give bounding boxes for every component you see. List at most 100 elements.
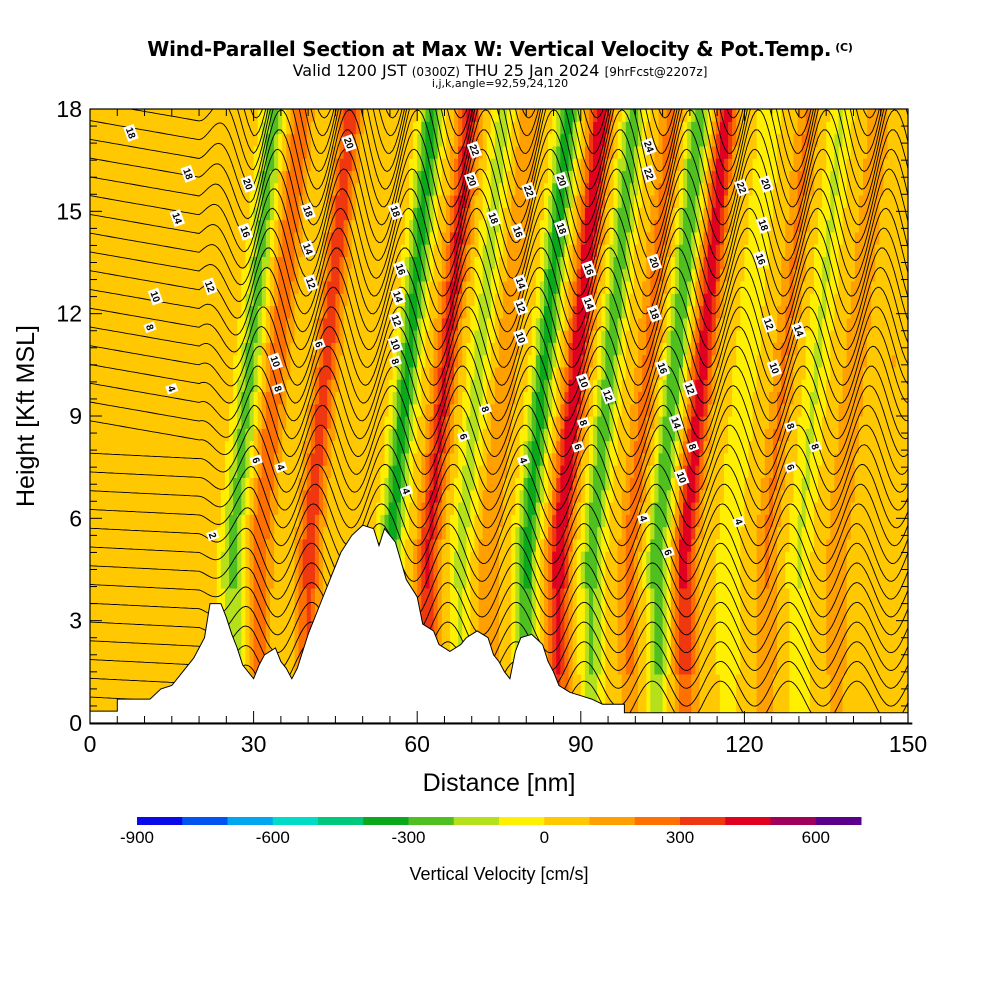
velocity-cell	[257, 624, 263, 638]
velocity-cell	[314, 477, 320, 491]
velocity-cell	[269, 416, 275, 429]
velocity-cell	[908, 686, 913, 699]
velocity-cell	[588, 489, 594, 503]
velocity-cell	[241, 440, 247, 454]
velocity-cell	[400, 501, 406, 515]
velocity-cell	[678, 698, 684, 712]
velocity-cell	[629, 686, 635, 700]
velocity-cell	[617, 526, 623, 540]
velocity-cell	[625, 624, 631, 638]
velocity-cell	[212, 428, 218, 442]
velocity-cell	[490, 600, 496, 614]
velocity-cell	[781, 551, 786, 564]
velocity-cell	[126, 526, 132, 540]
velocity-cell	[98, 526, 103, 540]
velocity-cell	[106, 600, 112, 614]
velocity-cell	[891, 600, 897, 614]
velocity-cell	[384, 477, 390, 491]
velocity-cell	[646, 686, 651, 700]
velocity-cell	[507, 649, 512, 663]
velocity-cell	[785, 563, 790, 577]
velocity-cell	[678, 686, 684, 700]
velocity-cell	[777, 661, 782, 675]
velocity-cell	[388, 489, 394, 503]
velocity-cell	[118, 600, 124, 614]
velocity-cell	[895, 489, 901, 503]
velocity-cell	[842, 428, 848, 442]
velocity-cell	[654, 587, 660, 601]
velocity-cell	[695, 416, 701, 429]
velocity-cell	[834, 514, 840, 528]
velocity-cell	[286, 551, 292, 564]
velocity-cell	[572, 465, 578, 478]
velocity-cell	[908, 563, 913, 576]
velocity-cell	[167, 501, 173, 515]
velocity-cell	[899, 587, 905, 601]
velocity-cell	[90, 587, 95, 601]
velocity-cell	[662, 661, 668, 675]
velocity-cell	[126, 600, 132, 614]
velocity-cell	[842, 673, 848, 687]
velocity-cell	[220, 477, 226, 491]
velocity-cell	[425, 600, 431, 614]
velocity-cell	[752, 416, 758, 429]
velocity-cell	[114, 575, 120, 589]
velocity-cell	[167, 416, 173, 429]
velocity-cell	[719, 698, 725, 712]
velocity-cell	[470, 563, 476, 577]
velocity-cell	[719, 514, 725, 528]
velocity-cell	[633, 514, 639, 528]
velocity-cell	[229, 563, 234, 577]
velocity-cell	[854, 452, 860, 466]
velocity-cell	[793, 477, 799, 491]
velocity-cell	[781, 686, 786, 700]
velocity-cell	[744, 551, 750, 564]
velocity-cell	[601, 465, 606, 478]
velocity-cell	[331, 526, 336, 540]
velocity-cell	[437, 416, 443, 429]
velocity-cell	[867, 637, 872, 650]
velocity-cell	[642, 587, 647, 601]
velocity-cell	[711, 649, 717, 663]
velocity-cell	[748, 686, 754, 700]
velocity-cell	[707, 489, 713, 503]
velocity-cell	[515, 428, 521, 442]
velocity-cell	[449, 489, 455, 503]
velocity-cell	[854, 477, 860, 491]
velocity-cell	[556, 428, 561, 442]
velocity-cell	[470, 587, 476, 601]
velocity-cell	[372, 465, 377, 478]
velocity-cell	[531, 575, 537, 589]
velocity-cell	[229, 416, 234, 429]
velocity-cell	[274, 501, 279, 515]
velocity-cell	[650, 673, 656, 687]
velocity-cell	[470, 514, 476, 528]
velocity-cell	[171, 587, 177, 601]
velocity-cell	[147, 440, 152, 454]
velocity-cell	[899, 514, 905, 528]
velocity-cell	[875, 587, 880, 601]
velocity-cell	[364, 465, 369, 478]
velocity-cell	[793, 698, 799, 712]
velocity-cell	[323, 477, 328, 491]
velocity-cell	[863, 698, 868, 712]
velocity-cell	[568, 501, 574, 515]
velocity-cell	[114, 563, 120, 577]
velocity-cell	[229, 440, 234, 454]
velocity-cell	[552, 514, 557, 528]
velocity-cell	[535, 612, 541, 626]
velocity-cell	[380, 489, 386, 503]
velocity-cell	[372, 452, 377, 466]
velocity-cell	[863, 551, 868, 564]
velocity-cell	[777, 563, 782, 577]
velocity-cell	[642, 661, 647, 675]
velocity-cell	[171, 538, 177, 552]
velocity-cell	[204, 440, 210, 454]
velocity-cell	[449, 452, 455, 466]
velocity-cell	[764, 501, 770, 515]
velocity-cell	[883, 686, 889, 700]
velocity-cell	[339, 489, 345, 503]
velocity-cell	[760, 575, 766, 589]
velocity-cell	[601, 514, 606, 528]
velocity-cell	[384, 465, 390, 478]
